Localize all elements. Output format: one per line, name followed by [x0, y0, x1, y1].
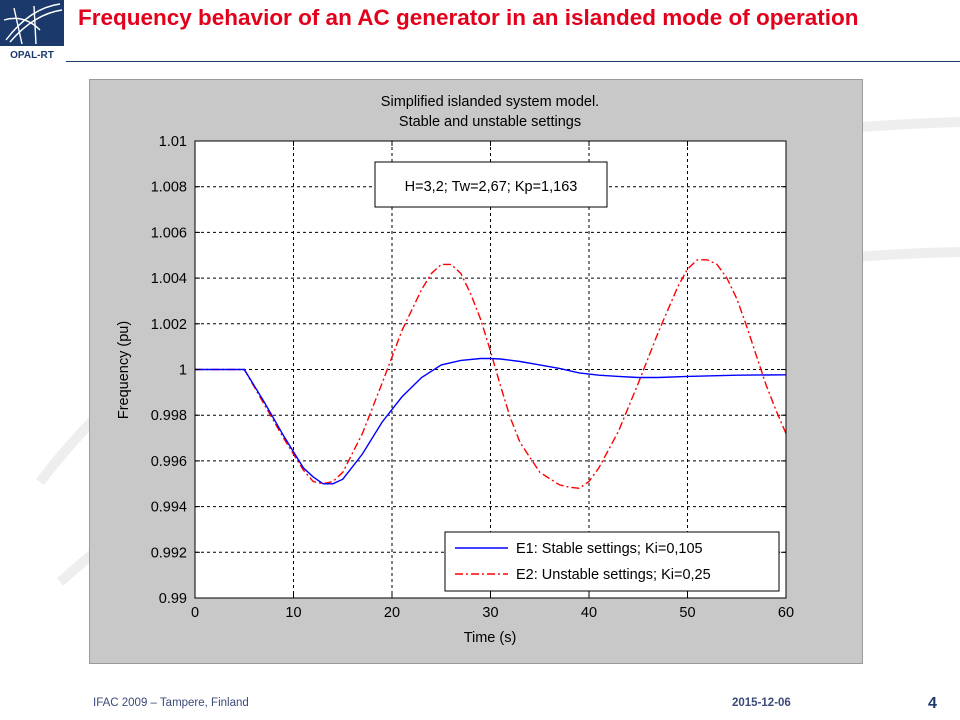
- y-axis-label: Frequency (pu): [116, 321, 132, 419]
- parameter-annotation: H=3,2; Tw=2,67; Kp=1,163: [374, 161, 608, 208]
- footer-date: 2015-12-06: [732, 697, 791, 709]
- axis-ticks: 0 10 20 30 40 50 60 0.99 0.992 0.994 0.996 0.998 1 1.…: [151, 134, 794, 621]
- series-line-stable: [195, 357, 787, 485]
- y-tick-label: 1.004: [151, 271, 187, 287]
- chart-title-line-1: Simplified islanded system model.: [381, 94, 599, 110]
- x-tick-label: 20: [384, 605, 400, 621]
- series-line-unstable: [195, 259, 787, 490]
- annotation-text: H=3,2; Tw=2,67; Kp=1,163: [405, 179, 578, 195]
- page-number: 4: [928, 695, 937, 712]
- y-tick-label: 1.01: [159, 134, 187, 150]
- x-axis-label: Time (s): [464, 630, 517, 646]
- slide-title: Frequency behavior of an AC generator in…: [78, 5, 859, 30]
- opal-rt-logo: OPAL-RT: [0, 0, 64, 61]
- legend-label-stable: E1: Stable settings; Ki=0,105: [516, 541, 703, 557]
- y-tick-label: 1.002: [151, 317, 187, 333]
- x-tick-label: 10: [285, 605, 301, 621]
- x-tick-label: 30: [482, 605, 498, 621]
- y-tick-label: 0.996: [151, 454, 187, 470]
- y-tick-label: 1.008: [151, 180, 187, 196]
- y-tick-label: 0.998: [151, 408, 187, 424]
- figure-window: 0 10 20 30 40 50 60 0.99 0.992 0.994 0.996 0.998 1 1.…: [89, 79, 863, 664]
- y-tick-label: 1: [179, 363, 187, 379]
- chart-title-line-2: Stable and unstable settings: [399, 114, 581, 130]
- x-tick-label: 0: [191, 605, 199, 621]
- frequency-chart: 0 10 20 30 40 50 60 0.99 0.992 0.994 0.996 0.998 1 1.…: [116, 94, 794, 646]
- legend-label-unstable: E2: Unstable settings; Ki=0,25: [516, 567, 711, 583]
- y-tick-label: 1.006: [151, 225, 187, 241]
- series-layer: [195, 259, 787, 490]
- x-tick-label: 60: [778, 605, 794, 621]
- y-tick-label: 0.99: [159, 591, 187, 607]
- y-tick-label: 0.992: [151, 545, 187, 561]
- legend: E1: Stable settings; Ki=0,105 E2: Unstab…: [444, 531, 780, 592]
- x-tick-label: 40: [581, 605, 597, 621]
- logo-text: OPAL-RT: [10, 50, 54, 61]
- x-tick-label: 50: [679, 605, 695, 621]
- title-divider: [66, 61, 960, 62]
- footer-event: IFAC 2009 – Tampere, Finland: [93, 697, 249, 709]
- y-tick-label: 0.994: [151, 500, 187, 516]
